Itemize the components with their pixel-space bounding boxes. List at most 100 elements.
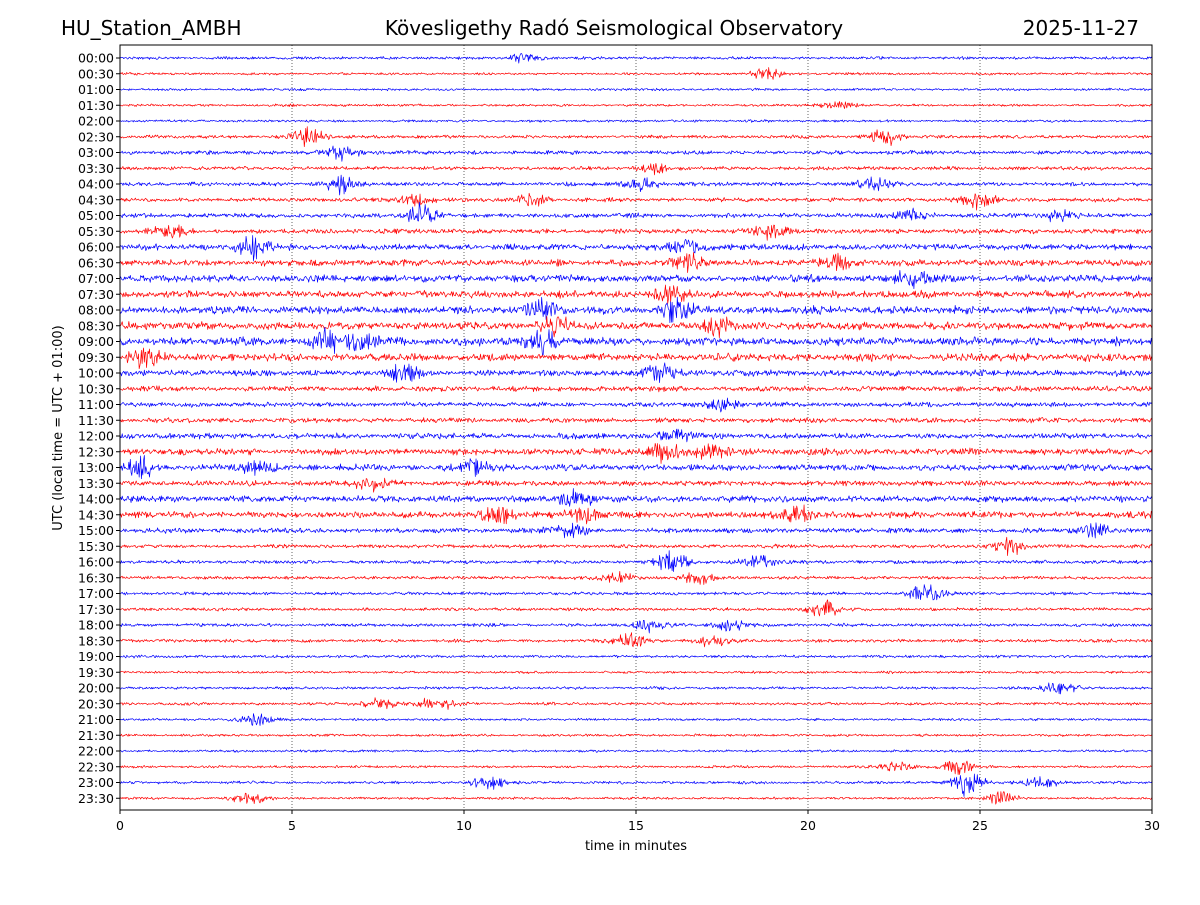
date-title: 2025-11-27 xyxy=(1023,16,1139,40)
row-time-label: 15:00 xyxy=(78,523,114,538)
trace-row xyxy=(119,362,1153,383)
row-time-label: 14:30 xyxy=(78,507,114,522)
row-time-label: 00:00 xyxy=(78,51,114,66)
trace-row xyxy=(119,733,1153,738)
row-time-label: 00:30 xyxy=(78,66,114,81)
station-title: HU_Station_AMBH xyxy=(61,16,241,40)
row-time-label: 16:00 xyxy=(78,555,114,570)
trace-row xyxy=(119,455,1153,480)
row-time-label: 20:00 xyxy=(78,681,114,696)
row-time-label: 08:30 xyxy=(78,318,114,333)
row-time-label: 21:00 xyxy=(78,712,114,727)
trace-row xyxy=(119,443,1153,464)
trace-row xyxy=(119,417,1153,424)
trace-row xyxy=(119,326,1153,356)
row-time-label: 01:00 xyxy=(78,82,114,97)
trace-row xyxy=(119,87,1153,92)
trace-row xyxy=(119,632,1153,648)
trace-row xyxy=(119,163,1153,176)
trace-row xyxy=(119,126,1153,148)
x-axis-ticks: 0 5 10 15 20 25 30 xyxy=(116,810,1160,833)
trace-row xyxy=(119,270,1153,290)
row-time-label: 11:00 xyxy=(78,397,114,412)
row-time-label: 05:30 xyxy=(78,224,114,239)
row-time-label: 01:30 xyxy=(78,98,114,113)
trace-row xyxy=(119,522,1153,539)
x-tick-label: 5 xyxy=(288,818,296,833)
trace-row xyxy=(119,760,1152,775)
row-time-label: 02:00 xyxy=(78,114,114,129)
trace-row xyxy=(119,773,1153,797)
observatory-title: Kövesligethy Radó Seismological Observat… xyxy=(385,16,843,40)
y-axis-label: UTC (local time = UTC + 01:00) xyxy=(51,325,66,530)
trace-row xyxy=(119,119,1153,123)
trace-row xyxy=(119,428,1153,443)
trace-row xyxy=(119,477,1153,493)
row-time-label: 08:00 xyxy=(78,303,114,318)
trace-row xyxy=(119,296,1153,324)
trace-row xyxy=(119,53,1153,64)
row-time-label: 06:00 xyxy=(78,240,114,255)
x-tick-label: 15 xyxy=(628,818,644,833)
trace-row xyxy=(119,504,1153,525)
row-time-label: 14:00 xyxy=(78,492,114,507)
x-tick-label: 20 xyxy=(800,818,816,833)
row-time-label: 23:30 xyxy=(78,791,114,806)
trace-row xyxy=(119,536,1153,556)
trace-row xyxy=(119,316,1153,339)
row-time-label: 17:30 xyxy=(78,602,114,617)
trace-row xyxy=(119,385,1153,393)
trace-row xyxy=(119,192,1153,211)
trace-row xyxy=(119,145,1153,162)
trace-row xyxy=(119,749,1153,753)
row-time-label: 13:30 xyxy=(78,476,114,491)
row-time-label: 22:30 xyxy=(78,759,114,774)
row-time-label: 09:30 xyxy=(78,350,114,365)
row-time-label: 22:00 xyxy=(78,744,114,759)
trace-row xyxy=(119,619,1153,634)
row-time-label: 19:30 xyxy=(78,665,114,680)
trace-row xyxy=(119,654,1153,659)
x-tick-label: 10 xyxy=(456,818,472,833)
trace-row xyxy=(119,682,1153,695)
x-axis-label: time in minutes xyxy=(585,839,687,854)
row-time-label: 07:30 xyxy=(78,287,114,302)
row-time-label: 13:00 xyxy=(78,460,114,475)
seismic-traces xyxy=(119,53,1153,805)
trace-row xyxy=(119,599,1153,617)
row-time-label: 21:30 xyxy=(78,728,114,743)
trace-row xyxy=(119,235,1153,262)
row-time-label: 09:00 xyxy=(78,334,114,349)
trace-row xyxy=(119,201,1153,223)
trace-row xyxy=(119,347,1153,370)
trace-row xyxy=(119,488,1153,507)
trace-row xyxy=(119,397,1153,413)
row-time-label: 11:30 xyxy=(78,413,114,428)
row-time-label: 16:30 xyxy=(78,570,114,585)
row-time-label: 20:30 xyxy=(78,696,114,711)
row-time-label: 04:30 xyxy=(78,192,114,207)
row-time-label: 15:30 xyxy=(78,539,114,554)
trace-row xyxy=(119,670,1153,675)
trace-row xyxy=(119,284,1153,304)
trace-row xyxy=(119,224,1153,241)
row-time-label: 19:00 xyxy=(78,649,114,664)
row-time-label: 07:00 xyxy=(78,271,114,286)
trace-row xyxy=(119,101,1153,109)
row-time-label: 05:00 xyxy=(78,208,114,223)
x-tick-label: 0 xyxy=(116,818,124,833)
row-time-label: 10:00 xyxy=(78,366,114,381)
row-time-label: 17:00 xyxy=(78,586,114,601)
grid xyxy=(291,45,981,810)
row-time-label: 03:00 xyxy=(78,145,114,160)
row-time-label: 18:30 xyxy=(78,633,114,648)
row-time-label: 02:30 xyxy=(78,129,114,144)
row-time-label: 04:00 xyxy=(78,177,114,192)
row-time-label: 18:00 xyxy=(78,618,114,633)
x-tick-label: 30 xyxy=(1144,818,1160,833)
row-time-label: 23:00 xyxy=(78,775,114,790)
row-time-label: 06:30 xyxy=(78,255,114,270)
row-time-label: 12:30 xyxy=(78,444,114,459)
row-time-label: 12:00 xyxy=(78,429,114,444)
